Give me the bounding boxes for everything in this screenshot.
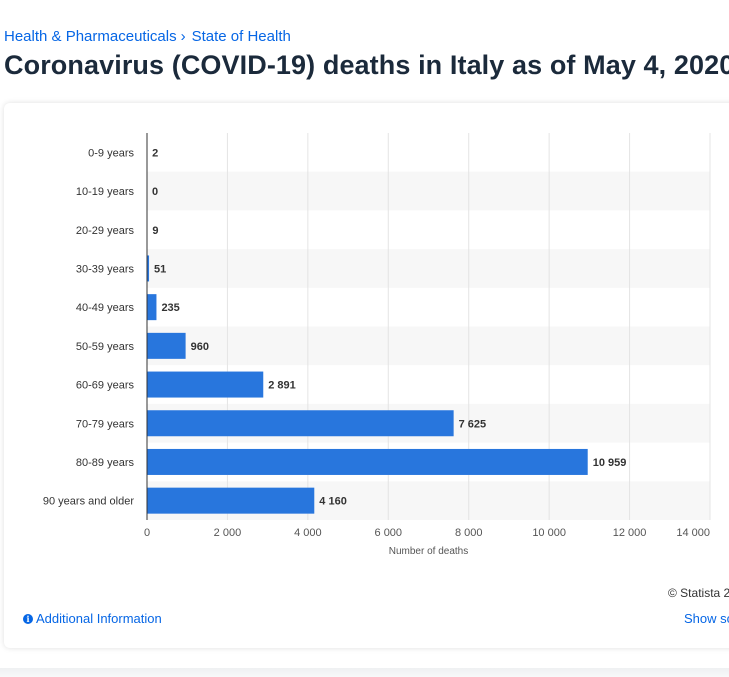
value-label: 2 xyxy=(152,147,158,159)
page-title: Coronavirus (COVID-19) deaths in Italy a… xyxy=(4,50,729,80)
value-label: 0 xyxy=(152,186,158,198)
breadcrumb-category-link[interactable]: Health & Pharmaceuticals xyxy=(4,28,177,45)
info-circle-icon: i xyxy=(23,614,33,624)
bar xyxy=(147,448,588,475)
category-label: 80-89 years xyxy=(76,457,135,469)
category-label: 90 years and older xyxy=(43,496,134,508)
x-tick-label: 6 000 xyxy=(375,527,403,539)
statista-credit: © Statista 2 xyxy=(668,586,729,600)
category-label: 70-79 years xyxy=(76,418,135,430)
bar xyxy=(147,294,157,321)
value-label: 2 891 xyxy=(268,380,296,392)
category-label: 20-29 years xyxy=(76,225,135,237)
category-label: 50-59 years xyxy=(76,341,135,353)
category-label: 40-49 years xyxy=(76,302,135,314)
bar xyxy=(147,332,186,359)
chart-card: 0-9 years 2 10-19 years 0 20-29 years 9 30-39 … xyxy=(4,103,729,648)
x-axis-title: Number of deaths xyxy=(389,546,469,557)
breadcrumb: Health & Pharmaceuticals › State of Health xyxy=(4,28,291,45)
category-label: 0-9 years xyxy=(88,147,134,159)
row-band xyxy=(147,249,710,288)
category-label: 10-19 years xyxy=(76,186,135,198)
x-tick-label: 10 000 xyxy=(532,527,566,539)
value-label: 7 625 xyxy=(459,418,487,430)
bar xyxy=(147,410,454,437)
value-label: 10 959 xyxy=(593,457,627,469)
x-tick-label: 4 000 xyxy=(294,527,322,539)
bar-chart: 0-9 years 2 10-19 years 0 20-29 years 9 30-39 … xyxy=(43,133,711,557)
value-label: 235 xyxy=(161,302,179,314)
row-band xyxy=(147,326,710,366)
value-label: 960 xyxy=(191,341,209,353)
page-divider xyxy=(0,668,729,677)
additional-information-label: Additional Information xyxy=(36,611,162,626)
x-tick-label: 0 xyxy=(144,527,150,539)
breadcrumb-separator: › xyxy=(180,28,186,45)
x-tick-label: 8 000 xyxy=(455,527,483,539)
x-tick-label: 14 000 xyxy=(676,527,710,539)
value-label: 51 xyxy=(154,263,166,275)
x-tick-label: 12 000 xyxy=(613,527,647,539)
row-band xyxy=(147,171,710,211)
show-source-link[interactable]: Show so xyxy=(684,611,729,626)
bar xyxy=(147,371,264,398)
x-tick-label: 2 000 xyxy=(214,527,242,539)
category-label: 30-39 years xyxy=(76,263,135,275)
additional-information-link[interactable]: i Additional Information xyxy=(23,611,162,626)
bar xyxy=(147,255,150,282)
breadcrumb-subcategory-link[interactable]: State of Health xyxy=(191,28,291,45)
category-label: 60-69 years xyxy=(76,380,135,392)
value-label: 9 xyxy=(152,225,158,237)
bar xyxy=(147,487,315,514)
value-label: 4 160 xyxy=(319,496,347,508)
